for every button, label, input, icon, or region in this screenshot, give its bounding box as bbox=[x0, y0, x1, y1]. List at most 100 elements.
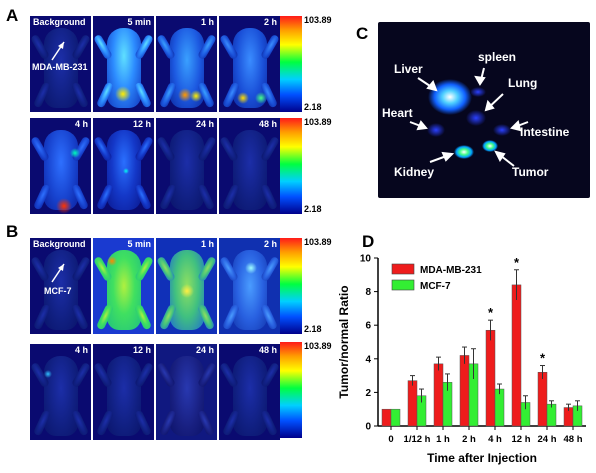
panel-b-letter: B bbox=[6, 222, 19, 241]
scale-min-a-bottom: 2.18 bbox=[304, 204, 322, 214]
time-label: 48 h bbox=[258, 119, 277, 129]
time-label: 1 h bbox=[200, 17, 214, 27]
x-tick-label: 2 h bbox=[462, 434, 476, 445]
scale-max-a-top: 103.89 bbox=[304, 15, 332, 25]
lung-blob bbox=[466, 110, 486, 126]
mouse-body bbox=[43, 130, 78, 210]
b-tile-1-0: 4 h bbox=[30, 344, 91, 440]
time-label: 1 h bbox=[200, 239, 214, 249]
heart-blob bbox=[427, 123, 445, 137]
signal-spot bbox=[56, 198, 72, 214]
bar-mda-mb-231 bbox=[433, 363, 444, 427]
mouse-body bbox=[43, 28, 78, 108]
y-tick-label: 4 bbox=[365, 354, 371, 365]
scalebar-a-bottom bbox=[280, 118, 302, 214]
signal-spot bbox=[44, 370, 52, 378]
organ-label-liver: Liver bbox=[394, 62, 423, 76]
panel-c-letter: C bbox=[356, 24, 369, 43]
time-label: Background bbox=[33, 17, 86, 27]
bar-mcf-7 bbox=[390, 408, 401, 427]
y-tick-label: 6 bbox=[365, 321, 371, 332]
mouse-body bbox=[169, 356, 204, 436]
scalebar-b-bottom bbox=[280, 342, 302, 438]
kidney-blob bbox=[454, 145, 474, 159]
scalebar-a-top bbox=[280, 16, 302, 112]
legend-swatch-mcf-7 bbox=[391, 279, 415, 291]
x-tick-label: 12 h bbox=[511, 434, 530, 445]
b-tile-1-2: 24 h bbox=[156, 344, 217, 440]
time-label: 12 h bbox=[132, 119, 151, 129]
organ-label-kidney: Kidney bbox=[394, 165, 435, 179]
panel-d-chart: 0 2 4 6 8 10 0 1/12 h 1 h 2 h 4 h * 12 h * 24 h * 48 h Tu… bbox=[320, 232, 596, 468]
organ-label-heart: Heart bbox=[382, 106, 413, 120]
signal-spot bbox=[107, 256, 117, 266]
signal-spot bbox=[123, 168, 129, 174]
x-tick-label: 48 h bbox=[563, 434, 582, 445]
a-tile-1-0: 4 h bbox=[30, 118, 91, 214]
x-tick-label: 1 h bbox=[436, 434, 450, 445]
time-label: 12 h bbox=[132, 345, 151, 355]
significance-star: * bbox=[514, 255, 520, 270]
tumor-blob bbox=[482, 140, 498, 152]
x-tick-label: 4 h bbox=[488, 434, 502, 445]
bar-mda-mb-231 bbox=[459, 355, 470, 427]
x-axis-label: Time after Injection bbox=[427, 451, 537, 465]
a-tile-1-3: 48 h bbox=[219, 118, 280, 214]
time-label: 2 h bbox=[263, 17, 277, 27]
a-tile-0-2: 1 h bbox=[156, 16, 217, 112]
time-label: 24 h bbox=[195, 345, 214, 355]
organ-label-spleen: spleen bbox=[478, 50, 517, 64]
signal-spot bbox=[178, 88, 192, 102]
b-tile-0-1: 5 min bbox=[93, 238, 154, 334]
signal-spot bbox=[70, 148, 80, 158]
x-tick-label: 0 bbox=[388, 434, 393, 445]
signal-spot bbox=[180, 284, 194, 298]
significance-star: * bbox=[540, 351, 546, 366]
time-label: 48 h bbox=[258, 345, 277, 355]
mouse-body bbox=[232, 356, 267, 436]
organ-label-tumor: Tumor bbox=[512, 165, 549, 179]
signal-spot bbox=[190, 90, 202, 102]
panel-a-letter: A bbox=[6, 6, 19, 25]
y-tick-label: 8 bbox=[365, 287, 371, 298]
scale-min-b-top: 2.18 bbox=[304, 324, 322, 334]
b-tile-0-0: Background MCF-7 bbox=[30, 238, 91, 334]
bar-mda-mb-231 bbox=[511, 284, 522, 427]
signal-spot bbox=[115, 86, 131, 102]
organ-label-intestine: Intestine bbox=[520, 125, 570, 139]
tumor-ratio-bar-chart: 0 2 4 6 8 10 0 1/12 h 1 h 2 h 4 h * 12 h * 24 h * 48 h Tu… bbox=[337, 254, 586, 465]
scale-max-b-top: 103.89 bbox=[304, 237, 332, 247]
b-tile-1-1: 12 h bbox=[93, 344, 154, 440]
cell-line-label: MCF-7 bbox=[44, 286, 72, 296]
b-tile-0-2: 1 h bbox=[156, 238, 217, 334]
arrow-icon bbox=[51, 41, 65, 61]
time-label: 4 h bbox=[74, 119, 88, 129]
scalebar-b-top bbox=[280, 238, 302, 334]
legend-label-mcf-7: MCF-7 bbox=[420, 281, 451, 292]
y-axis-label: Tumor/normal Ratio bbox=[337, 285, 351, 398]
scale-min-a-top: 2.18 bbox=[304, 102, 322, 112]
mouse-body bbox=[232, 130, 267, 210]
bar-mda-mb-231 bbox=[381, 408, 392, 427]
b-tile-1-3: 48 h bbox=[219, 344, 280, 440]
time-label: 24 h bbox=[195, 119, 214, 129]
panel-c-organs: Liver spleen Lung Heart Intestine Kidney… bbox=[378, 22, 590, 198]
legend-label-mda-mb-231: MDA-MB-231 bbox=[420, 265, 482, 276]
panel-d-letter: D bbox=[362, 232, 375, 251]
liver-blob bbox=[428, 79, 472, 115]
b-tile-0-3: 2 h bbox=[219, 238, 280, 334]
time-label: 5 min bbox=[127, 17, 151, 27]
mouse-body bbox=[43, 356, 78, 436]
time-label: Background bbox=[33, 239, 86, 249]
a-tile-1-1: 12 h bbox=[93, 118, 154, 214]
y-tick-label: 0 bbox=[365, 422, 371, 433]
organ-label-lung: Lung bbox=[508, 76, 538, 90]
signal-spot bbox=[245, 262, 257, 274]
signal-spot bbox=[255, 92, 267, 104]
a-tile-0-3: 2 h bbox=[219, 16, 280, 112]
a-tile-0-0: Background MDA-MB-231 bbox=[30, 16, 91, 112]
a-tile-0-1: 5 min bbox=[93, 16, 154, 112]
bar-mda-mb-231 bbox=[485, 329, 496, 427]
spleen-blob bbox=[470, 87, 486, 97]
y-tick-label: 10 bbox=[360, 254, 372, 265]
